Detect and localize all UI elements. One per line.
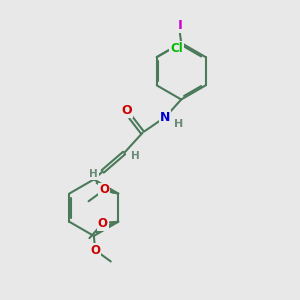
Text: I: I — [177, 19, 182, 32]
Text: N: N — [160, 111, 170, 124]
Text: H: H — [174, 119, 183, 129]
Text: O: O — [122, 104, 132, 117]
Text: H: H — [131, 151, 140, 161]
Text: O: O — [99, 184, 109, 196]
Text: O: O — [98, 217, 108, 230]
Text: H: H — [89, 169, 98, 179]
Text: Cl: Cl — [170, 42, 183, 55]
Text: O: O — [90, 244, 100, 257]
